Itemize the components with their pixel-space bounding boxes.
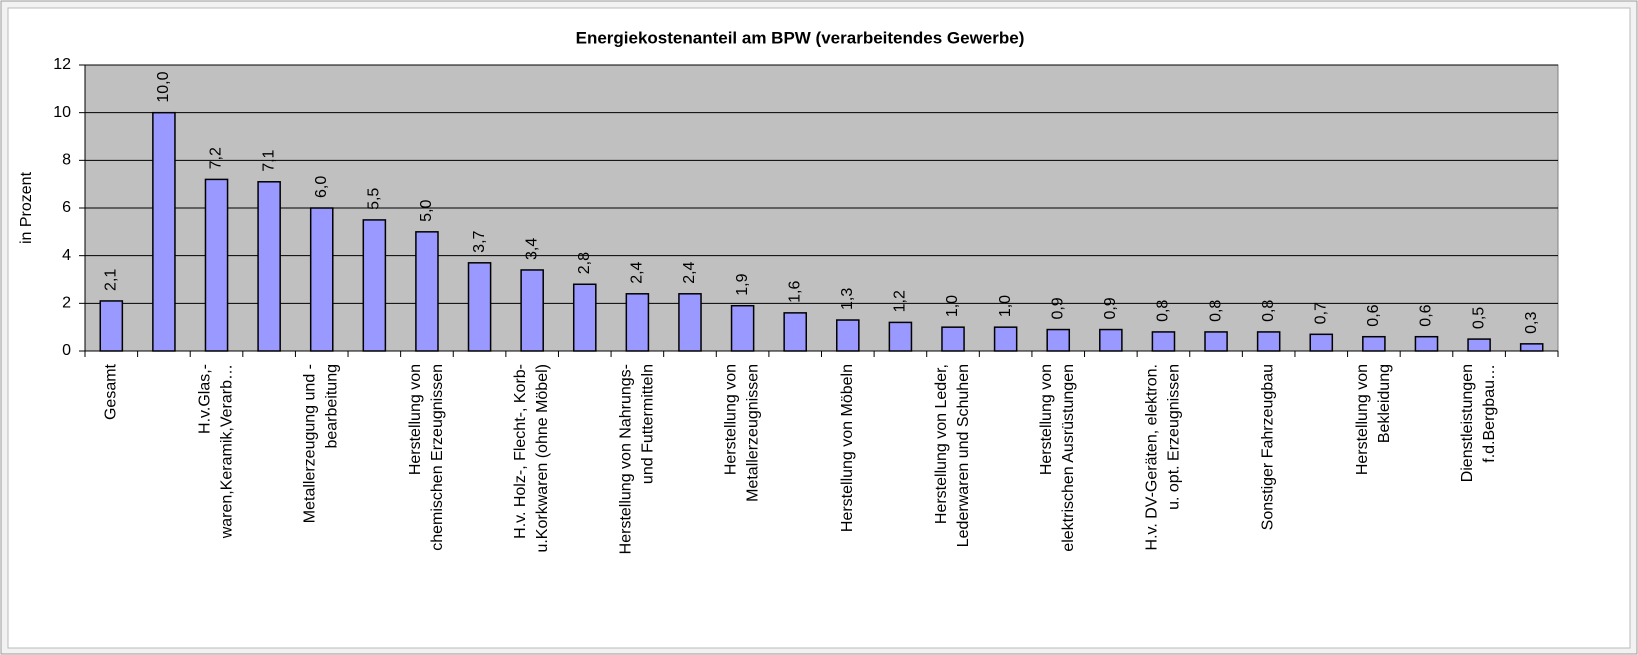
- data-label: 2,4: [681, 261, 698, 283]
- data-label: 1,0: [944, 295, 961, 317]
- bar: [993, 326, 1018, 352]
- bar: [1046, 328, 1071, 352]
- x-tick-label: Herstellung von Leder, Lederwaren und Sch…: [933, 364, 972, 547]
- y-tick-label: 0: [62, 342, 71, 359]
- bar: [309, 207, 334, 352]
- bar: [836, 319, 860, 352]
- x-tick-label: Dienstleistungen f.d.Bergbau…: [1459, 364, 1498, 482]
- bar: [678, 293, 702, 352]
- bar: [783, 312, 807, 352]
- data-label: 0,8: [1155, 300, 1172, 322]
- data-label: 0,6: [1418, 304, 1435, 326]
- y-tick-label: 8: [62, 152, 71, 169]
- data-label: 6,0: [313, 176, 330, 198]
- data-label: 0,5: [1470, 307, 1487, 329]
- data-label: 0,9: [1049, 297, 1066, 319]
- x-tick-label: Herstellung von chemischen Erzeugnissen: [407, 364, 446, 551]
- bar: [1151, 331, 1176, 352]
- data-label: 7,2: [208, 147, 225, 169]
- bar: [362, 219, 387, 352]
- bar: [1467, 338, 1491, 352]
- x-tick-label: Herstellung von Bekleidung: [1354, 364, 1393, 475]
- data-label: 5,5: [366, 188, 383, 210]
- y-axis-label: in Prozent: [18, 171, 35, 244]
- data-label: 1,0: [997, 295, 1014, 317]
- x-tick-label: Gesamt: [103, 363, 120, 420]
- bar: [1256, 331, 1281, 352]
- x-tick-label: H.v. Holz-, Flecht-, Korb-u.Korkwaren (o…: [512, 364, 551, 553]
- bar: [99, 300, 124, 352]
- data-label: 2,8: [576, 252, 593, 274]
- y-tick-label: 2: [62, 295, 71, 312]
- bar: [730, 304, 755, 352]
- bar: [1519, 343, 1544, 352]
- data-label: 3,7: [471, 230, 488, 252]
- data-label: 1,2: [892, 290, 909, 312]
- x-tick-label: Herstellung von Möbeln: [839, 364, 856, 532]
- bar: [1204, 331, 1228, 352]
- bar: [1362, 335, 1386, 352]
- bar: [1099, 328, 1123, 352]
- data-label: 3,4: [523, 238, 540, 260]
- data-label: 10,0: [155, 71, 172, 102]
- y-tick-label: 4: [62, 247, 71, 264]
- x-tick-label: H.v.Glas,- waren,Keramik,Verarb…: [197, 364, 236, 539]
- x-tick-label: H.v. DV-Geräten, elektron. u. opt. Erzeug…: [1144, 364, 1183, 550]
- data-label: 1,9: [734, 273, 751, 295]
- data-label: 2,4: [629, 261, 646, 283]
- bar: [888, 321, 913, 352]
- data-label: 0,3: [1523, 312, 1540, 334]
- bar: [204, 178, 229, 352]
- y-tick-label: 10: [53, 104, 71, 121]
- x-tick-label: Metallerzeugung und - bearbeitung: [302, 364, 341, 523]
- data-label: 0,8: [1207, 300, 1224, 322]
- y-tick-label: 6: [62, 199, 71, 216]
- data-label: 1,6: [786, 281, 803, 303]
- bar: [1309, 333, 1334, 352]
- x-tick-label: Herstellung von elektrischen Ausrüstungen: [1038, 364, 1077, 552]
- data-label: 0,7: [1312, 302, 1329, 324]
- bar: [625, 293, 650, 352]
- x-tick-label: Herstellung von Nahrungs-und Futtermitte…: [618, 364, 657, 554]
- bar: [520, 269, 544, 352]
- x-tick-label: Sonstiger Fahrzeugbau: [1260, 364, 1277, 530]
- data-label: 0,6: [1365, 304, 1382, 326]
- data-label: 7,1: [260, 149, 277, 171]
- bar: [1414, 335, 1439, 352]
- data-label: 5,0: [418, 199, 435, 221]
- y-tick-label: 12: [53, 56, 71, 73]
- data-label: 0,9: [1102, 297, 1119, 319]
- bar: [941, 326, 965, 352]
- data-label: 2,1: [103, 269, 120, 291]
- bar: [415, 231, 439, 352]
- bar: [257, 181, 281, 352]
- data-label: 0,8: [1260, 300, 1277, 322]
- bar: [467, 262, 492, 352]
- bar: [572, 283, 597, 352]
- x-tick-label: Herstellung von Metallerzeugnissen: [723, 364, 762, 502]
- data-label: 1,3: [839, 288, 856, 310]
- chart-title: Energiekostenanteil am BPW (verarbeitend…: [576, 28, 1025, 47]
- bar: [152, 111, 176, 352]
